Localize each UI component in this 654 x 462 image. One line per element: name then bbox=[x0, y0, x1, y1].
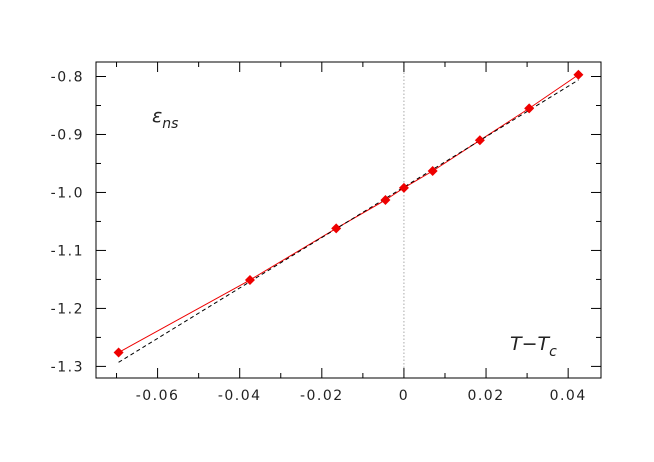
data-point bbox=[573, 69, 584, 80]
tick-labels-layer: -0.06 -0.04 -0.02 0 0.02 0.04 -0.8 -0.9 -1.0 -1.1… bbox=[51, 69, 587, 404]
y-tick-label: -1.1 bbox=[51, 243, 84, 259]
data-point bbox=[113, 347, 124, 358]
data-point bbox=[474, 135, 485, 146]
y-tick-label: -1.3 bbox=[51, 359, 84, 375]
data-point bbox=[524, 103, 535, 114]
data-point bbox=[380, 194, 391, 205]
x-tick-label: 0.04 bbox=[550, 388, 587, 404]
x-tick-label: -0.04 bbox=[218, 388, 262, 404]
y-tick-label: -1.2 bbox=[51, 301, 84, 317]
data-point bbox=[398, 182, 409, 193]
y-tick-label: -1.0 bbox=[51, 185, 84, 201]
y-variable-annotation: εns bbox=[152, 105, 178, 132]
y-symbol-subscript: ns bbox=[162, 116, 178, 132]
data-point bbox=[331, 223, 342, 234]
solid-fit-line bbox=[118, 74, 579, 353]
plot-frame bbox=[95, 61, 602, 379]
x-variable-annotation: T−Tc bbox=[510, 333, 557, 360]
y-symbol: ε bbox=[152, 105, 162, 127]
x-tick-label: 0.02 bbox=[467, 388, 504, 404]
x-tick-label: -0.06 bbox=[136, 388, 180, 404]
x-tick-label: -0.02 bbox=[300, 388, 344, 404]
series-layer bbox=[113, 69, 584, 363]
ticks-layer bbox=[96, 62, 601, 378]
y-tick-label: -0.8 bbox=[51, 69, 84, 85]
x-symbol: T−T bbox=[510, 333, 551, 355]
data-point bbox=[427, 166, 438, 177]
y-tick-label: -0.9 bbox=[51, 127, 84, 143]
dashed-fit-line bbox=[118, 79, 579, 363]
data-point bbox=[244, 275, 255, 286]
x-symbol-subscript: c bbox=[549, 344, 557, 360]
x-tick-label: 0 bbox=[399, 388, 409, 404]
